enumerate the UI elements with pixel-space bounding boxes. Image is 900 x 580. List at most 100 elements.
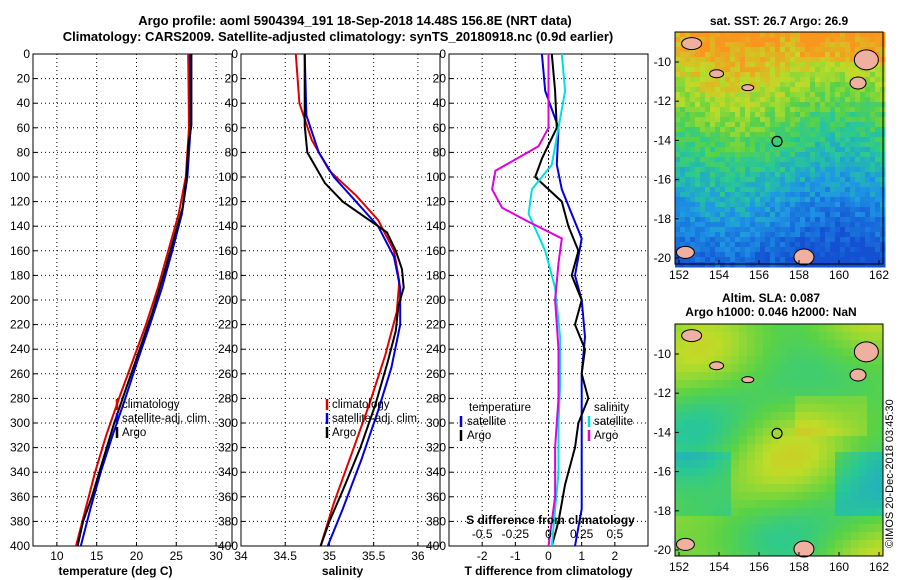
y-tick-label: 160 <box>10 244 30 258</box>
y-tick-label: 400 <box>426 539 446 553</box>
coastline-island <box>849 368 867 382</box>
y-tick-label: 180 <box>426 268 446 282</box>
map-y-tick-label: -10 <box>654 347 672 361</box>
x-tick-label: 35.5 <box>362 549 386 563</box>
y-tick-label: 260 <box>426 367 446 381</box>
x-tick-label: 0 <box>545 549 552 563</box>
legend-label-satellite: satellite-adj. clim. <box>122 413 210 425</box>
top-axis-label: S difference from climatology <box>466 513 635 527</box>
map-y-tick-label: -14 <box>654 133 672 147</box>
series-line-s_argo <box>491 54 563 547</box>
y-tick-label: 20 <box>433 72 447 86</box>
legend-label-argo: Argo <box>122 427 146 439</box>
y-tick-label: 300 <box>426 416 446 430</box>
y-tick-label: 240 <box>10 342 30 356</box>
top-tick-label: 0.25 <box>570 527 594 541</box>
map-title: Argo h1000: 0.046 h2000: NaN <box>685 305 856 319</box>
y-tick-label: 120 <box>426 195 446 209</box>
y-tick-label: 0 <box>23 47 30 61</box>
y-tick-label: 60 <box>433 121 447 135</box>
plot-frame <box>32 53 233 547</box>
map-x-tick-label: 162 <box>869 268 889 282</box>
y-tick-label: 320 <box>426 441 446 455</box>
map-y-tick-label: -12 <box>654 94 672 108</box>
legend-title-salinity: salinity <box>594 402 629 414</box>
map-title: Altim. SLA: 0.087 <box>722 291 820 305</box>
legend-label-climatology: climatology <box>332 399 390 411</box>
y-tick-label: 140 <box>218 219 238 233</box>
series-line-s_sat <box>527 53 567 547</box>
x-tick-label: 25 <box>170 549 184 563</box>
x-tick-label: -1 <box>510 549 521 563</box>
title-line-1: Argo profile: aoml 5904394_191 18-Sep-20… <box>138 13 572 28</box>
coastline-island <box>741 84 755 92</box>
y-tick-label: 220 <box>426 318 446 332</box>
legend-title-temperature: temperature <box>469 402 531 414</box>
map-y-tick-label: -18 <box>654 504 672 518</box>
coastline-island <box>681 37 703 51</box>
x-tick-label: 35 <box>323 549 337 563</box>
map-frame <box>674 31 884 265</box>
y-tick-label: 120 <box>218 195 238 209</box>
y-tick-label: 20 <box>225 72 239 86</box>
map-x-tick-label: 162 <box>869 560 889 574</box>
series-line-satellite <box>540 53 587 547</box>
x-tick-label: -2 <box>477 549 488 563</box>
coastline-island <box>853 49 879 71</box>
x-axis-label: T difference from climatology <box>464 564 632 578</box>
legend-label-climatology: climatology <box>122 399 180 411</box>
legend-label-t-argo: Argo <box>467 430 491 442</box>
coastline-island <box>741 376 755 384</box>
y-tick-label: 0 <box>439 47 446 61</box>
map-x-tick-label: 158 <box>789 560 809 574</box>
coastline-island <box>793 248 815 266</box>
y-tick-label: 360 <box>426 490 446 504</box>
coastline-island <box>675 537 695 551</box>
sst-map: sat. SST: 26.7 Argo: 26.9 152 154 156 158 160… <box>654 14 890 282</box>
y-tick-label: 380 <box>426 514 446 528</box>
y-tick-label: 140 <box>10 219 30 233</box>
imos-watermark: ©IMOS 20-Dec-2018 03:45:30 <box>884 399 896 548</box>
x-tick-label: 2 <box>611 549 618 563</box>
map-y-tick-label: -14 <box>654 425 672 439</box>
y-tick-label: 280 <box>218 391 238 405</box>
top-tick-label: -0.5 <box>472 527 493 541</box>
y-tick-label: 100 <box>218 170 238 184</box>
y-tick-label: 400 <box>218 539 238 553</box>
coastline-island <box>793 540 815 558</box>
map-y-tick-label: -20 <box>654 251 672 265</box>
x-tick-label: 34.5 <box>274 549 298 563</box>
map-x-tick-label: 154 <box>709 560 729 574</box>
argo-position-marker <box>771 427 783 439</box>
y-tick-label: 140 <box>426 219 446 233</box>
y-tick-label: 40 <box>225 96 239 110</box>
y-tick-label: 200 <box>10 293 30 307</box>
y-tick-label: 340 <box>426 465 446 479</box>
map-x-tick-label: 156 <box>749 268 769 282</box>
coastline-island <box>853 341 879 363</box>
x-axis-label: temperature (deg C) <box>58 564 172 578</box>
y-tick-label: 360 <box>10 490 30 504</box>
y-tick-label: 220 <box>218 318 238 332</box>
y-tick-label: 0 <box>231 47 238 61</box>
top-tick-label: -0.25 <box>502 527 530 541</box>
y-tick-label: 340 <box>10 465 30 479</box>
coastline-island <box>681 329 703 343</box>
legend-label-satellite: satellite-adj. clim. <box>332 413 420 425</box>
y-tick-label: 380 <box>218 514 238 528</box>
coastline-island <box>709 361 725 371</box>
map-x-tick-label: 152 <box>669 268 689 282</box>
map-x-tick-label: 158 <box>789 268 809 282</box>
x-tick-label: 20 <box>130 549 144 563</box>
y-tick-label: 220 <box>10 318 30 332</box>
map-frame <box>674 323 884 557</box>
series-line-satellite <box>303 53 402 547</box>
legend-label-t-satellite: satellite <box>467 416 506 428</box>
y-tick-label: 200 <box>218 293 238 307</box>
argo-position-marker <box>771 135 783 147</box>
x-tick-label: 15 <box>90 549 104 563</box>
map-field-cell <box>880 262 886 268</box>
title-line-2: Climatology: CARS2009. Satellite-adjuste… <box>63 29 614 44</box>
y-tick-label: 300 <box>10 416 30 430</box>
